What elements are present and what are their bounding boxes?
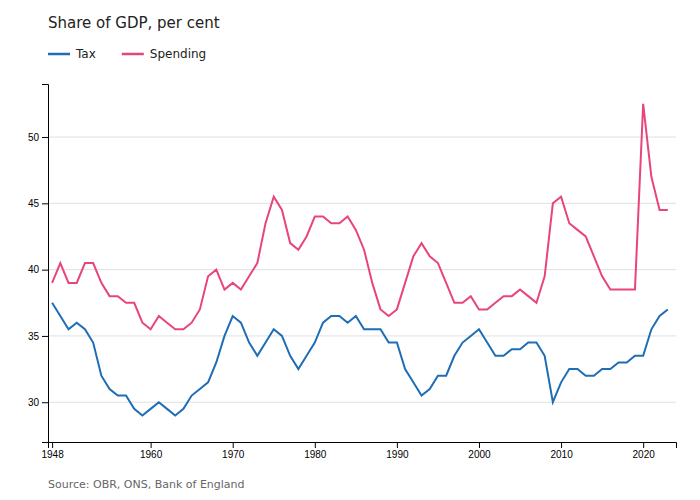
series-line [52,104,668,329]
series-line [52,303,668,416]
x-tick: 1948 [41,442,64,460]
x-tick-label: 1948 [41,449,64,460]
y-tick-label: 45 [28,198,40,209]
y-tick-mark [42,402,48,403]
y-tick: 45 [28,198,48,209]
source: Source: OBR, ONS, Bank of England [48,478,245,491]
y-tick-mark [42,336,48,337]
x-tick: 1960 [140,442,163,460]
legend-item: Spending [122,47,206,61]
y-tick-mark [42,270,48,271]
grid-line [48,335,676,336]
plot-area: 1948 1960 1970 1980 1990 2000 2010 2020 30 35 40 45… [28,85,677,461]
grid-line [48,203,676,204]
x-tick-mark [233,442,234,448]
x-tick: 1980 [304,442,327,460]
y-tick: 50 [28,132,48,143]
y-tick: 35 [28,331,48,342]
x-tick-mark [52,442,53,448]
y-axis: 30 35 40 45 50 [28,85,49,443]
x-tick: 2000 [468,442,491,460]
grid-line [48,137,676,138]
x-tick-mark [397,442,398,448]
title: Share of GDP, per cent [48,14,220,32]
x-tick-label: 1980 [304,449,327,460]
x-axis: 1948 1960 1970 1980 1990 2000 2010 2020 [41,442,676,460]
x-tick-label: 1960 [140,449,163,460]
grid-line [48,402,676,403]
x-tick-label: 2000 [468,449,491,460]
y-tick-label: 50 [28,132,40,143]
legend-swatch [48,53,70,56]
legend: Tax Spending [48,47,206,61]
x-tick-mark [315,442,316,448]
y-tick: 40 [28,264,48,275]
x-tick-label: 2010 [550,449,573,460]
y-tick-mark [42,203,48,204]
x-axis-line [49,443,677,449]
legend-label: Spending [150,47,206,61]
legend-swatch [122,53,144,56]
x-tick-label: 2020 [633,449,656,460]
lines [52,104,668,416]
x-tick-mark [479,442,480,448]
x-tick-mark [561,442,562,448]
y-tick-mark [42,137,48,138]
x-tick: 2010 [550,442,573,460]
x-tick-label: 1970 [222,449,245,460]
chart-container: 1948 1960 1970 1980 1990 2000 2010 2020 30 35 40 45… [0,0,700,500]
x-tick-mark [151,442,152,448]
y-tick-label: 40 [28,264,40,275]
y-tick: 30 [28,397,48,408]
grid [48,137,676,402]
x-tick-label: 1990 [386,449,409,460]
y-tick-label: 35 [28,331,40,342]
y-tick-label: 30 [28,397,40,408]
legend-label: Tax [75,47,96,61]
x-tick: 2020 [633,442,656,460]
grid-line [48,269,676,270]
x-tick: 1970 [222,442,245,460]
legend-item: Tax [48,47,96,61]
x-tick: 1990 [386,442,409,460]
y-axis-line [42,85,49,443]
chart: 1948 1960 1970 1980 1990 2000 2010 2020 30 35 40 45… [0,0,700,500]
x-tick-mark [643,442,644,448]
